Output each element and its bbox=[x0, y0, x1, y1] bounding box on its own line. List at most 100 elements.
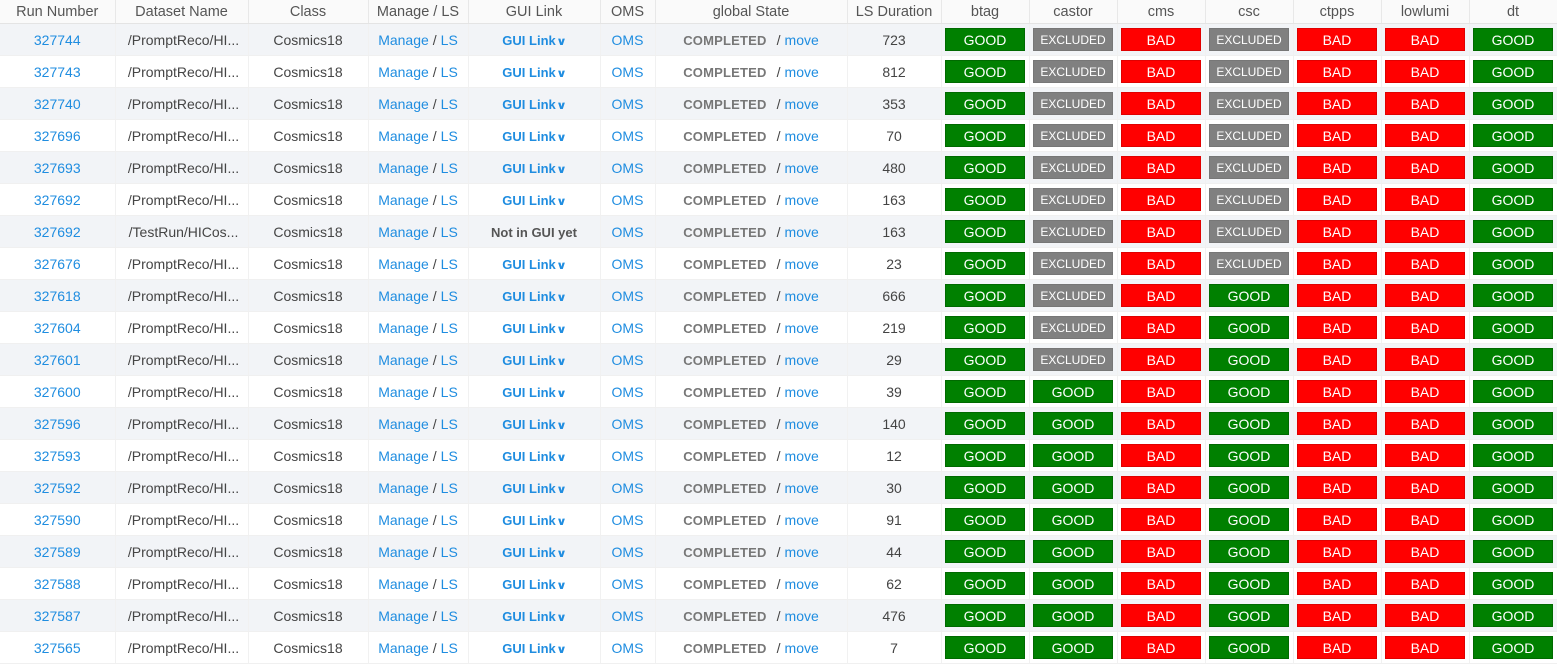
gui-link[interactable]: GUI Link∨ bbox=[502, 289, 566, 304]
col-header-cms[interactable]: cms bbox=[1117, 0, 1206, 24]
lowlumi-status-badge[interactable]: BAD bbox=[1385, 540, 1465, 563]
oms-link[interactable]: OMS bbox=[611, 479, 644, 496]
lowlumi-status-badge[interactable]: BAD bbox=[1385, 636, 1465, 659]
dt-status-badge[interactable]: GOOD bbox=[1473, 348, 1553, 371]
cms-status-badge[interactable]: BAD bbox=[1121, 28, 1201, 51]
gui-link[interactable]: GUI Link∨ bbox=[502, 65, 567, 80]
oms-link[interactable]: OMS bbox=[611, 287, 644, 304]
manage-link[interactable]: Manage bbox=[378, 543, 429, 560]
manage-link[interactable]: Manage bbox=[378, 63, 429, 80]
ctpps-status-badge[interactable]: BAD bbox=[1297, 604, 1377, 627]
run-number-link[interactable]: 327740 bbox=[33, 95, 81, 112]
col-header-oms[interactable]: OMS bbox=[600, 0, 656, 24]
lowlumi-status-badge[interactable]: BAD bbox=[1385, 220, 1465, 243]
move-link[interactable]: move bbox=[784, 575, 819, 592]
run-number-link[interactable]: 327604 bbox=[33, 319, 81, 336]
oms-link[interactable]: OMS bbox=[611, 223, 644, 240]
ls-link[interactable]: LS bbox=[440, 319, 458, 336]
run-number-link[interactable]: 327596 bbox=[33, 415, 81, 432]
oms-link[interactable]: OMS bbox=[611, 447, 644, 464]
csc-status-badge[interactable]: GOOD bbox=[1209, 380, 1289, 403]
cms-status-badge[interactable]: BAD bbox=[1121, 444, 1201, 467]
chevron-down-icon[interactable]: ∨ bbox=[555, 131, 567, 144]
manage-link[interactable]: Manage bbox=[378, 383, 429, 400]
manage-link[interactable]: Manage bbox=[378, 287, 429, 304]
oms-link[interactable]: OMS bbox=[611, 607, 644, 624]
ctpps-status-badge[interactable]: BAD bbox=[1297, 28, 1377, 51]
oms-link[interactable]: OMS bbox=[611, 319, 644, 336]
manage-link[interactable]: Manage bbox=[378, 319, 429, 336]
ls-link[interactable]: LS bbox=[440, 383, 458, 400]
ctpps-status-badge[interactable]: BAD bbox=[1297, 572, 1377, 595]
ctpps-status-badge[interactable]: BAD bbox=[1297, 636, 1377, 659]
run-number-link[interactable]: 327676 bbox=[33, 255, 81, 272]
cms-status-badge[interactable]: BAD bbox=[1121, 380, 1201, 403]
manage-link[interactable]: Manage bbox=[378, 255, 429, 272]
csc-status-badge[interactable]: GOOD bbox=[1209, 572, 1289, 595]
ls-link[interactable]: LS bbox=[440, 223, 458, 240]
ctpps-status-badge[interactable]: BAD bbox=[1297, 156, 1377, 179]
cms-status-badge[interactable]: BAD bbox=[1121, 60, 1201, 83]
run-number-link[interactable]: 327743 bbox=[33, 63, 81, 80]
ls-link[interactable]: LS bbox=[440, 607, 458, 624]
btag-status-badge[interactable]: GOOD bbox=[945, 508, 1025, 531]
chevron-down-icon[interactable]: ∨ bbox=[555, 323, 567, 336]
run-number-link[interactable]: 327590 bbox=[33, 511, 81, 528]
ctpps-status-badge[interactable]: BAD bbox=[1297, 188, 1377, 211]
ctpps-status-badge[interactable]: BAD bbox=[1297, 476, 1377, 499]
ls-link[interactable]: LS bbox=[440, 159, 458, 176]
run-number-link[interactable]: 327588 bbox=[33, 575, 81, 592]
lowlumi-status-badge[interactable]: BAD bbox=[1385, 252, 1465, 275]
castor-status-badge[interactable]: EXCLUDED bbox=[1033, 60, 1113, 83]
gui-link[interactable]: GUI Link∨ bbox=[502, 161, 566, 176]
btag-status-badge[interactable]: GOOD bbox=[945, 348, 1025, 371]
move-link[interactable]: move bbox=[784, 255, 819, 272]
castor-status-badge[interactable]: EXCLUDED bbox=[1033, 220, 1113, 243]
move-link[interactable]: move bbox=[784, 543, 819, 560]
btag-status-badge[interactable]: GOOD bbox=[945, 380, 1025, 403]
oms-link[interactable]: OMS bbox=[611, 255, 644, 272]
btag-status-badge[interactable]: GOOD bbox=[945, 636, 1025, 659]
dt-status-badge[interactable]: GOOD bbox=[1473, 380, 1553, 403]
move-link[interactable]: move bbox=[784, 639, 819, 656]
chevron-down-icon[interactable]: ∨ bbox=[555, 99, 567, 112]
csc-status-badge[interactable]: EXCLUDED bbox=[1209, 92, 1289, 115]
castor-status-badge[interactable]: GOOD bbox=[1033, 412, 1113, 435]
btag-status-badge[interactable]: GOOD bbox=[945, 572, 1025, 595]
move-link[interactable]: move bbox=[784, 127, 819, 144]
move-link[interactable]: move bbox=[784, 31, 819, 48]
ls-link[interactable]: LS bbox=[440, 575, 458, 592]
ctpps-status-badge[interactable]: BAD bbox=[1297, 444, 1377, 467]
ctpps-status-badge[interactable]: BAD bbox=[1297, 380, 1377, 403]
manage-link[interactable]: Manage bbox=[378, 447, 429, 464]
move-link[interactable]: move bbox=[784, 95, 819, 112]
castor-status-badge[interactable]: EXCLUDED bbox=[1033, 28, 1113, 51]
ls-link[interactable]: LS bbox=[440, 639, 458, 656]
chevron-down-icon[interactable]: ∨ bbox=[555, 419, 567, 432]
col-header-dt[interactable]: dt bbox=[1469, 0, 1557, 24]
lowlumi-status-badge[interactable]: BAD bbox=[1385, 124, 1465, 147]
move-link[interactable]: move bbox=[784, 159, 819, 176]
move-link[interactable]: move bbox=[784, 479, 819, 496]
cms-status-badge[interactable]: BAD bbox=[1121, 124, 1201, 147]
ls-link[interactable]: LS bbox=[440, 543, 458, 560]
csc-status-badge[interactable]: GOOD bbox=[1209, 508, 1289, 531]
chevron-down-icon[interactable]: ∨ bbox=[555, 387, 567, 400]
manage-link[interactable]: Manage bbox=[378, 159, 429, 176]
run-number-link[interactable]: 327692 bbox=[33, 223, 81, 240]
dt-status-badge[interactable]: GOOD bbox=[1473, 636, 1553, 659]
chevron-down-icon[interactable]: ∨ bbox=[555, 195, 567, 208]
chevron-down-icon[interactable]: ∨ bbox=[555, 547, 567, 560]
chevron-down-icon[interactable]: ∨ bbox=[555, 35, 567, 48]
cms-status-badge[interactable]: BAD bbox=[1121, 604, 1201, 627]
manage-link[interactable]: Manage bbox=[378, 639, 429, 656]
cms-status-badge[interactable]: BAD bbox=[1121, 572, 1201, 595]
ls-link[interactable]: LS bbox=[440, 127, 458, 144]
dt-status-badge[interactable]: GOOD bbox=[1473, 92, 1553, 115]
btag-status-badge[interactable]: GOOD bbox=[945, 316, 1025, 339]
chevron-down-icon[interactable]: ∨ bbox=[555, 67, 567, 80]
castor-status-badge[interactable]: EXCLUDED bbox=[1033, 284, 1113, 307]
oms-link[interactable]: OMS bbox=[611, 159, 644, 176]
col-header-gui-link[interactable]: GUI Link bbox=[468, 0, 601, 24]
oms-link[interactable]: OMS bbox=[611, 31, 644, 48]
